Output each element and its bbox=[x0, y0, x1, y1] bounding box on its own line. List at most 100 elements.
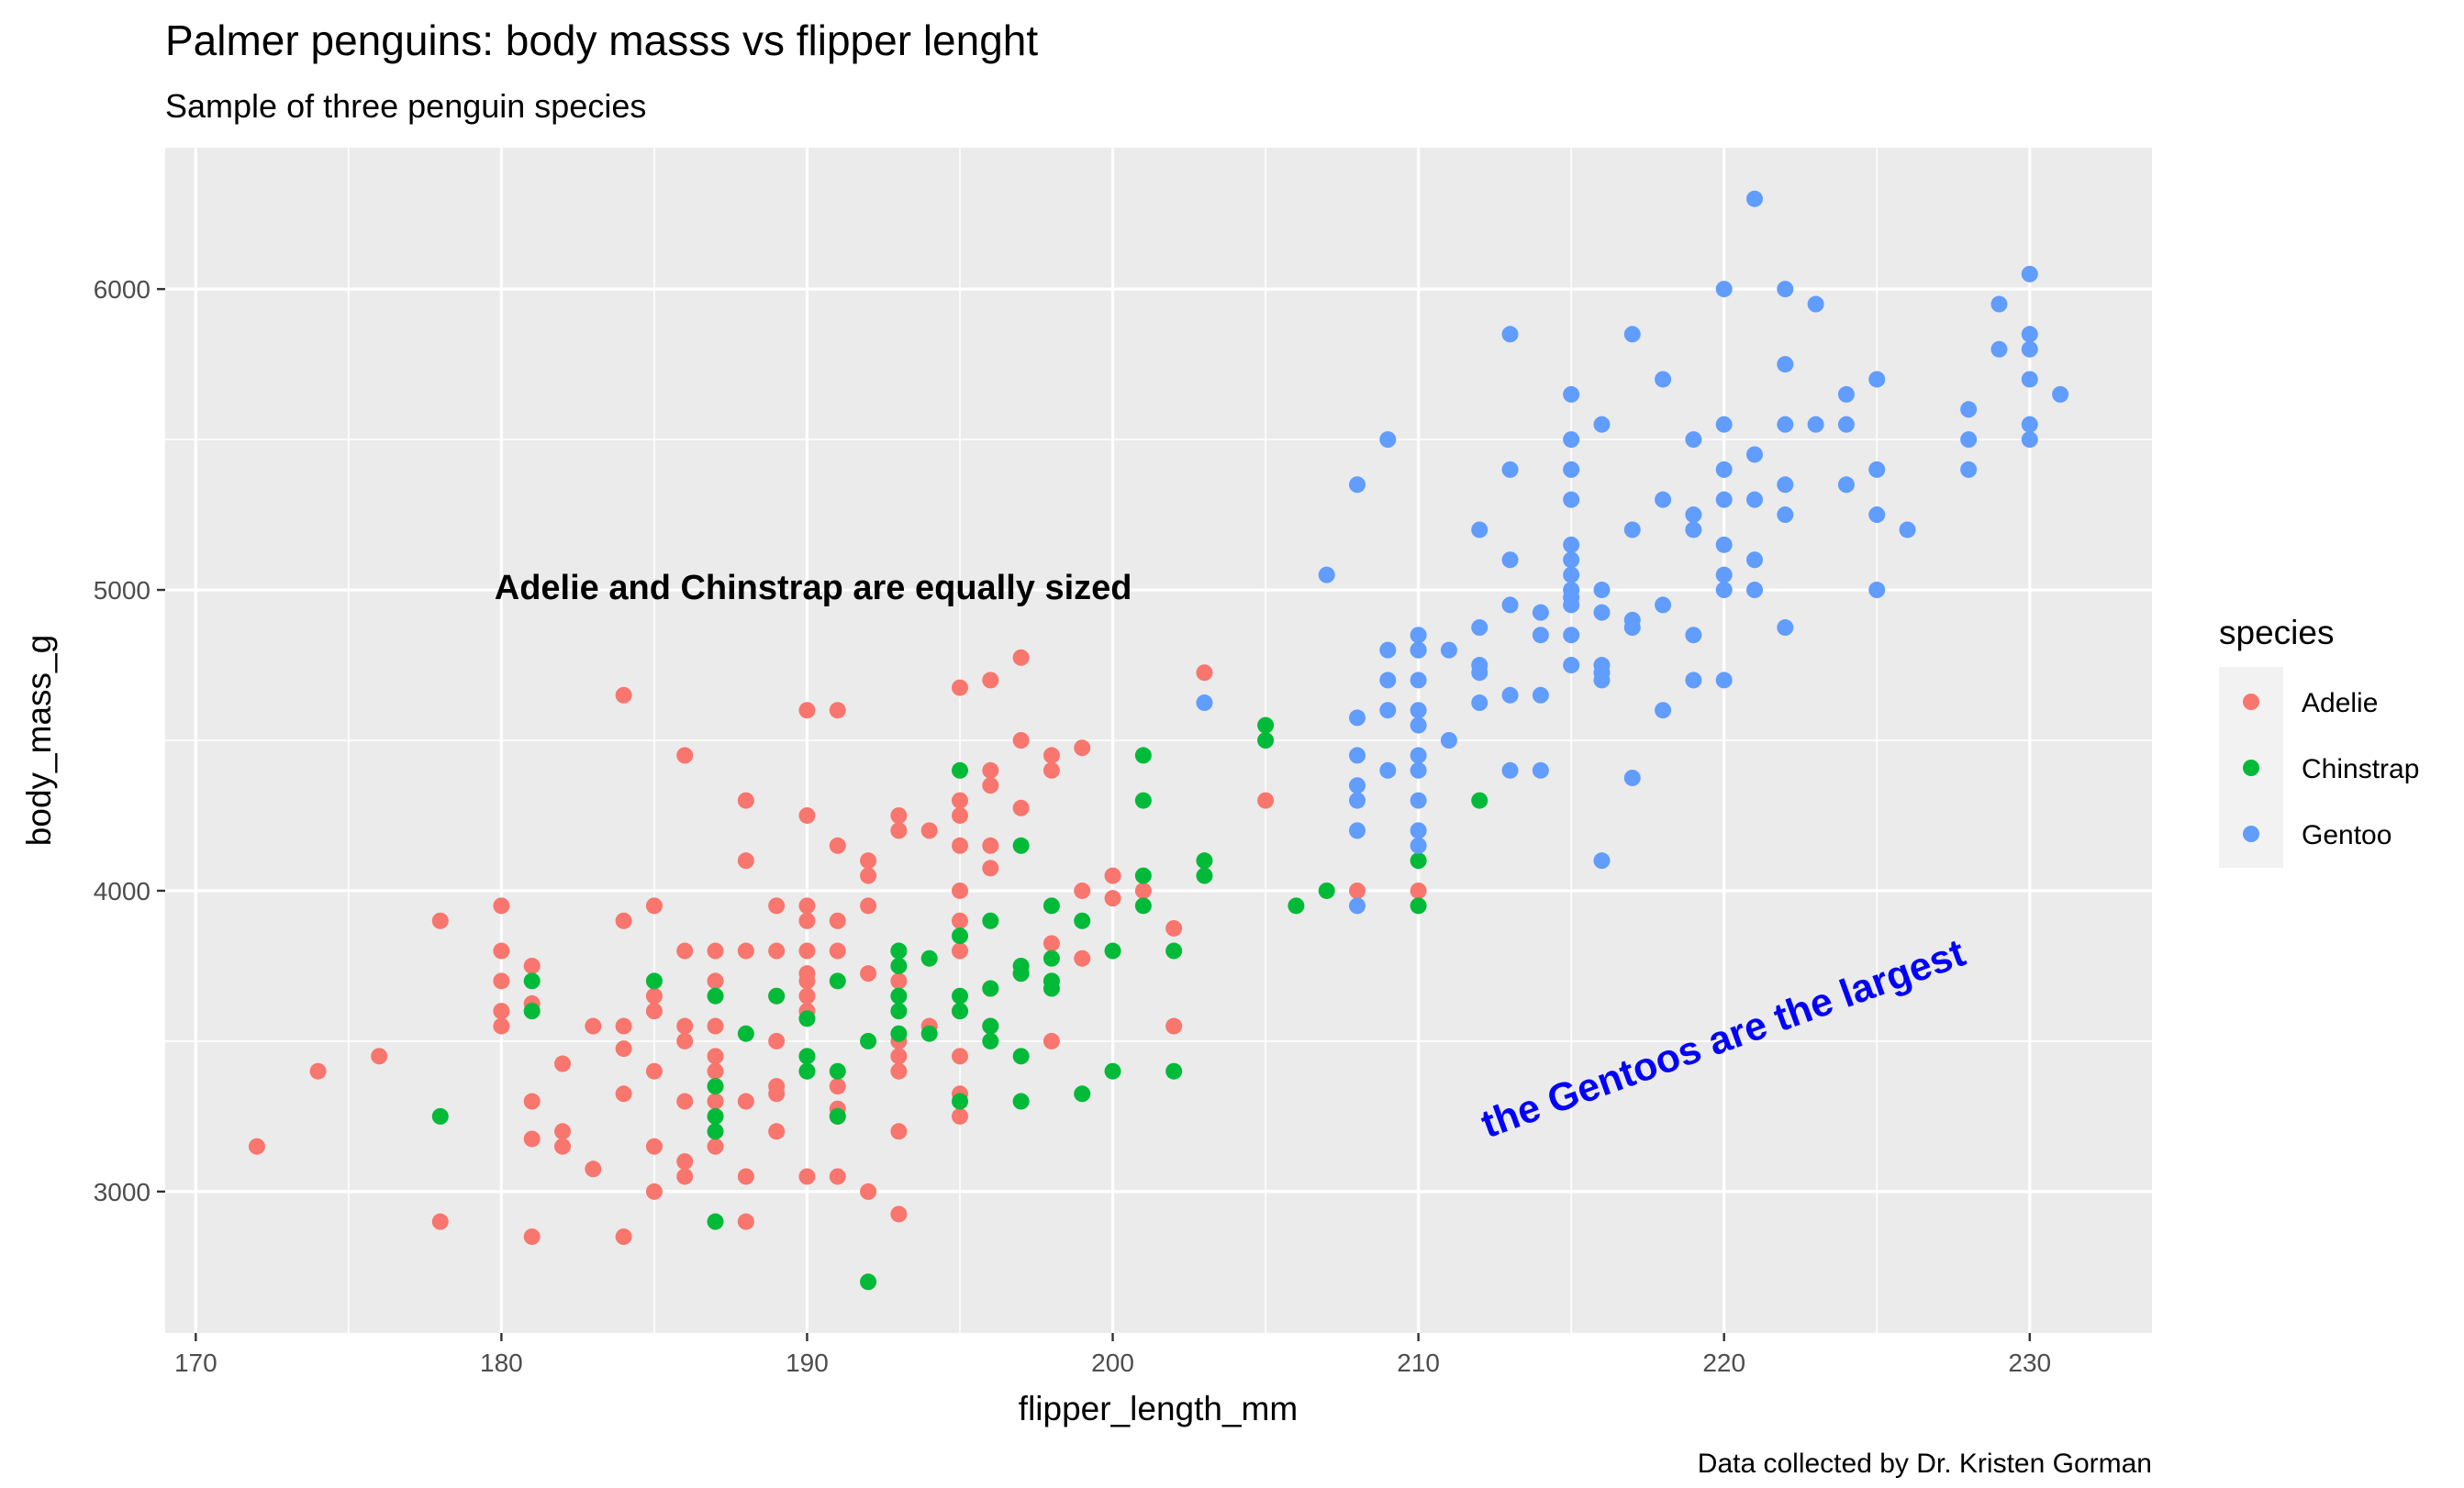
data-point bbox=[1623, 769, 1641, 786]
data-point bbox=[371, 1048, 388, 1065]
data-point bbox=[1440, 641, 1457, 659]
data-point bbox=[493, 972, 510, 990]
data-point bbox=[1532, 627, 1549, 644]
data-point bbox=[1746, 551, 1763, 569]
x-tick-label: 200 bbox=[1091, 1349, 1134, 1377]
data-point bbox=[798, 897, 816, 915]
x-tick-label: 220 bbox=[1702, 1349, 1745, 1377]
data-point bbox=[1746, 190, 1763, 207]
data-point bbox=[860, 1273, 877, 1291]
data-point bbox=[1012, 799, 1030, 816]
data-point bbox=[1623, 326, 1641, 343]
data-point bbox=[645, 987, 663, 1005]
y-axis: 3000 4000 5000 6000 bbox=[94, 275, 165, 1206]
legend-label-gentoo: Gentoo bbox=[2302, 820, 2392, 850]
data-point bbox=[1288, 897, 1305, 915]
data-point bbox=[615, 1017, 632, 1035]
grid-major bbox=[165, 148, 2152, 1333]
data-point bbox=[890, 1062, 908, 1080]
data-point bbox=[860, 897, 877, 915]
data-point bbox=[1655, 596, 1672, 614]
data-point bbox=[248, 1138, 265, 1155]
data-point bbox=[1593, 852, 1611, 870]
data-point bbox=[982, 672, 999, 689]
data-point bbox=[493, 942, 510, 960]
data-point bbox=[982, 1017, 999, 1035]
data-point bbox=[1685, 431, 1702, 449]
data-point bbox=[1074, 912, 1091, 929]
data-point bbox=[1777, 506, 1794, 524]
data-point bbox=[1074, 739, 1091, 757]
data-point bbox=[431, 1213, 449, 1230]
data-point bbox=[1837, 476, 1855, 494]
data-point bbox=[1837, 416, 1855, 433]
y-axis-title: body_mass_g bbox=[20, 635, 58, 846]
data-point bbox=[1777, 416, 1794, 433]
data-point bbox=[523, 972, 541, 990]
data-point bbox=[1501, 326, 1519, 343]
data-point bbox=[2021, 371, 2038, 388]
data-point bbox=[707, 1107, 724, 1125]
data-point bbox=[798, 1062, 816, 1080]
data-point bbox=[737, 1025, 754, 1042]
data-point bbox=[1868, 461, 1886, 478]
data-point bbox=[615, 912, 632, 929]
data-point bbox=[1196, 694, 1213, 712]
data-point bbox=[798, 972, 816, 990]
data-point bbox=[645, 897, 663, 915]
data-point bbox=[737, 792, 754, 809]
x-axis: 170 180 190 200 210 220 230 bbox=[174, 1333, 2051, 1377]
data-point bbox=[1990, 295, 2008, 313]
data-point bbox=[1501, 686, 1519, 704]
data-point bbox=[676, 1093, 694, 1110]
data-point bbox=[1042, 980, 1060, 997]
data-point bbox=[982, 912, 999, 929]
data-point bbox=[1990, 340, 2008, 358]
data-point bbox=[1563, 491, 1580, 508]
y-tick-label: 5000 bbox=[94, 576, 151, 605]
data-point bbox=[676, 1032, 694, 1049]
data-point bbox=[798, 1010, 816, 1027]
data-point bbox=[860, 1183, 877, 1200]
data-point bbox=[737, 852, 754, 870]
data-point bbox=[1134, 897, 1152, 915]
data-point bbox=[982, 777, 999, 794]
data-point bbox=[523, 1093, 541, 1110]
data-point bbox=[1471, 619, 1488, 637]
data-point bbox=[1410, 822, 1427, 839]
data-point bbox=[1501, 551, 1519, 569]
data-point bbox=[1471, 694, 1488, 712]
chart-subtitle: Sample of three penguin species bbox=[165, 87, 646, 125]
data-point bbox=[952, 987, 968, 1005]
data-point bbox=[431, 912, 449, 929]
data-point bbox=[493, 1003, 510, 1020]
data-point bbox=[2021, 416, 2038, 433]
data-point bbox=[829, 912, 846, 929]
data-point bbox=[1318, 566, 1335, 583]
x-tick-label: 230 bbox=[2008, 1349, 2051, 1377]
data-point bbox=[890, 957, 908, 974]
data-point bbox=[1165, 1017, 1183, 1035]
data-point bbox=[982, 837, 999, 854]
data-point bbox=[1715, 281, 1733, 298]
data-point bbox=[1042, 949, 1060, 967]
data-point bbox=[1960, 401, 1978, 418]
data-point bbox=[1868, 506, 1886, 524]
data-point bbox=[1410, 641, 1427, 659]
data-point bbox=[1868, 371, 1886, 388]
data-point bbox=[1777, 281, 1794, 298]
x-tick-label: 180 bbox=[480, 1349, 523, 1377]
data-point bbox=[1655, 702, 1672, 719]
data-point bbox=[1623, 619, 1641, 637]
chart-caption: Data collected by Dr. Kristen Gorman bbox=[1698, 1449, 2152, 1479]
data-point bbox=[707, 1138, 724, 1155]
data-point bbox=[554, 1123, 571, 1140]
data-point bbox=[1563, 536, 1580, 553]
data-point bbox=[1777, 356, 1794, 373]
data-point bbox=[615, 1040, 632, 1058]
data-point bbox=[1074, 949, 1091, 967]
data-point bbox=[1593, 604, 1611, 621]
data-point bbox=[1196, 664, 1213, 682]
